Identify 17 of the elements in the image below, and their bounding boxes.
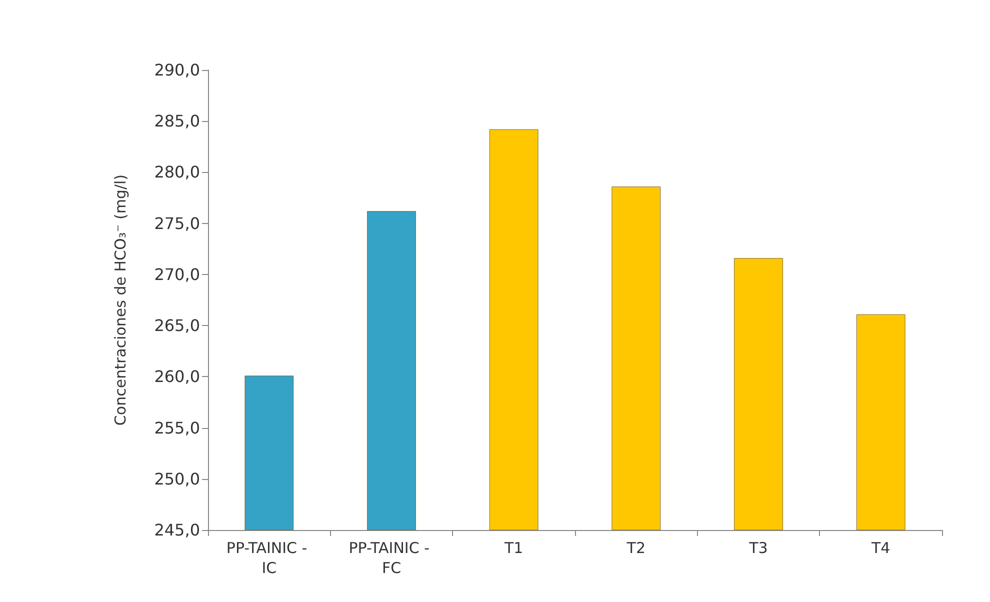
x-tick-label: T2 (626, 539, 646, 557)
x-tick-label: PP-TAINIC - FC (348, 539, 434, 577)
y-tick-label: 280,0 (154, 162, 200, 182)
y-tick-label: 265,0 (154, 316, 200, 336)
y-tick-label: 250,0 (154, 469, 200, 488)
y-axis-title: Concentraciones de HCO₃⁻ (mg/l) (112, 174, 130, 426)
x-tick-label: PP-TAINIC - IC (226, 539, 312, 577)
y-tick-label: 275,0 (154, 214, 200, 233)
x-tick-label: T1 (503, 539, 524, 557)
y-tick-label: 245,0 (154, 520, 200, 540)
y-tick-label: 290,0 (154, 60, 200, 80)
x-tick-label: T3 (748, 539, 768, 557)
y-tick-label: 260,0 (154, 367, 200, 386)
y-tick-label: 255,0 (154, 418, 200, 438)
y-tick-label: 285,0 (154, 112, 200, 131)
x-tick-label: T4 (870, 539, 890, 557)
y-tick-label: 270,0 (154, 264, 200, 284)
